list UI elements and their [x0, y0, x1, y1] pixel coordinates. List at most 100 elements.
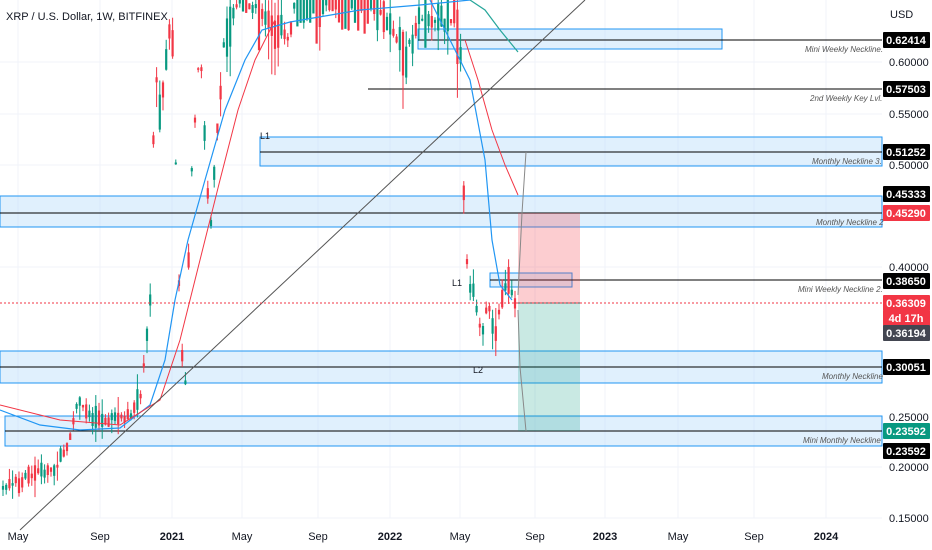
candle-body — [113, 412, 117, 421]
candle-body — [97, 410, 101, 426]
candle-body — [392, 28, 395, 36]
candle-body — [225, 18, 229, 57]
candle-body — [315, 0, 318, 44]
price-tag-bg — [883, 205, 930, 221]
stop-zone — [518, 303, 580, 431]
candle-body — [248, 3, 251, 10]
price-tag-label: 0.45333 — [886, 189, 926, 201]
price-tag-label: 0.30051 — [886, 362, 926, 374]
candle-body — [453, 0, 456, 24]
candle-body — [197, 68, 200, 70]
candle-body — [174, 162, 177, 165]
candle-body — [462, 185, 465, 201]
moving-averages — [0, 0, 519, 431]
time-axis: May Sep 2021 May Sep 2022 May Sep 2023 May Sep 2024 — [8, 531, 840, 543]
candle-body — [75, 403, 78, 409]
marker-label: L2 — [473, 365, 483, 375]
price-tag-label: 0.23592 — [886, 426, 926, 438]
candle-body — [261, 8, 264, 19]
price-tag-bg — [883, 32, 930, 48]
candle-body — [369, 0, 373, 10]
candle-body — [120, 414, 123, 419]
candle-body — [43, 469, 46, 478]
x-tick-label: 2024 — [814, 531, 839, 543]
candle-body — [222, 42, 225, 48]
candle-body — [449, 19, 453, 24]
chart-title: XRP / U.S. Dollar, 1W, BITFINEX — [6, 11, 168, 23]
candle-body — [497, 309, 501, 315]
candle-body — [139, 393, 142, 399]
marker-label: L1 — [452, 278, 462, 288]
price-tag-bg — [883, 443, 930, 459]
candle-body — [104, 417, 107, 425]
candle-body — [65, 443, 69, 452]
candle-body — [152, 135, 155, 145]
candle-body — [309, 0, 312, 23]
zone-label: Mini Monthly Neckline — [803, 436, 881, 445]
candle-body — [325, 0, 328, 6]
chart-grid — [0, 0, 882, 519]
candle-body — [510, 289, 513, 296]
candle-body — [485, 307, 488, 314]
trend-line — [19, 0, 586, 531]
candle-body — [507, 266, 510, 294]
candle-body — [117, 412, 120, 425]
candle-body — [142, 363, 145, 368]
candle-body — [238, 0, 241, 4]
candle-body — [363, 0, 366, 34]
x-tick-label: May — [668, 531, 689, 543]
candle-body — [62, 449, 65, 457]
ma-fast — [0, 0, 471, 431]
zone-label: Mini Weekly Neckline. — [805, 45, 883, 54]
candle-body — [123, 415, 126, 423]
candle-body — [421, 18, 424, 21]
candle-body — [126, 409, 129, 420]
currency-label: USD — [890, 9, 913, 21]
price-tag-label: 0.36194 — [886, 328, 927, 340]
candle-body — [91, 413, 94, 427]
candle-body — [193, 117, 197, 123]
candle-body — [289, 22, 293, 35]
ma-slow — [0, 19, 276, 426]
candle-body — [430, 15, 433, 28]
projection-up — [517, 151, 527, 296]
candle-body — [401, 31, 405, 76]
candle-body — [376, 0, 379, 31]
price-tag-label: 0.62414 — [886, 35, 927, 47]
candle-body — [350, 0, 353, 9]
candle-body — [494, 326, 497, 341]
candle-body — [478, 323, 481, 328]
candle-body — [33, 465, 37, 481]
candle-body — [501, 289, 504, 308]
price-tag-bg — [883, 295, 930, 311]
price-tag-bg — [883, 81, 930, 97]
candle-body — [11, 483, 14, 486]
price-tag-bg — [883, 186, 930, 202]
zone-box — [417, 28, 723, 50]
zone-label: Monthly Neckline — [822, 372, 883, 381]
candle-body — [267, 10, 270, 29]
y-tick-label: 0.50000 — [889, 160, 929, 172]
price-axis: 0.60000 0.55000 0.50000 0.40000 0.25000 0.200… — [883, 32, 930, 525]
x-tick-label: 2023 — [593, 531, 617, 543]
candle-body — [293, 2, 296, 9]
price-tag-bg — [883, 423, 930, 439]
candle-body — [17, 478, 21, 494]
price-tag-label: 0.38650 — [886, 276, 926, 288]
candle-body — [1, 485, 5, 490]
candle-body — [389, 13, 392, 35]
candle-body — [21, 477, 24, 488]
candle-body — [85, 404, 88, 419]
candle-body — [344, 0, 347, 29]
price-tag-label: 0.45290 — [886, 208, 926, 220]
candle-body — [107, 417, 110, 427]
ma-fast-recent — [429, 0, 513, 301]
zone-label: Monthly Neckline 3. — [812, 157, 882, 166]
ma-slow-recent — [464, 39, 519, 196]
candle-body — [321, 0, 325, 15]
candle-body — [14, 476, 17, 484]
candle-body — [24, 472, 27, 479]
candle-body — [385, 16, 389, 30]
candle-body — [331, 0, 334, 12]
